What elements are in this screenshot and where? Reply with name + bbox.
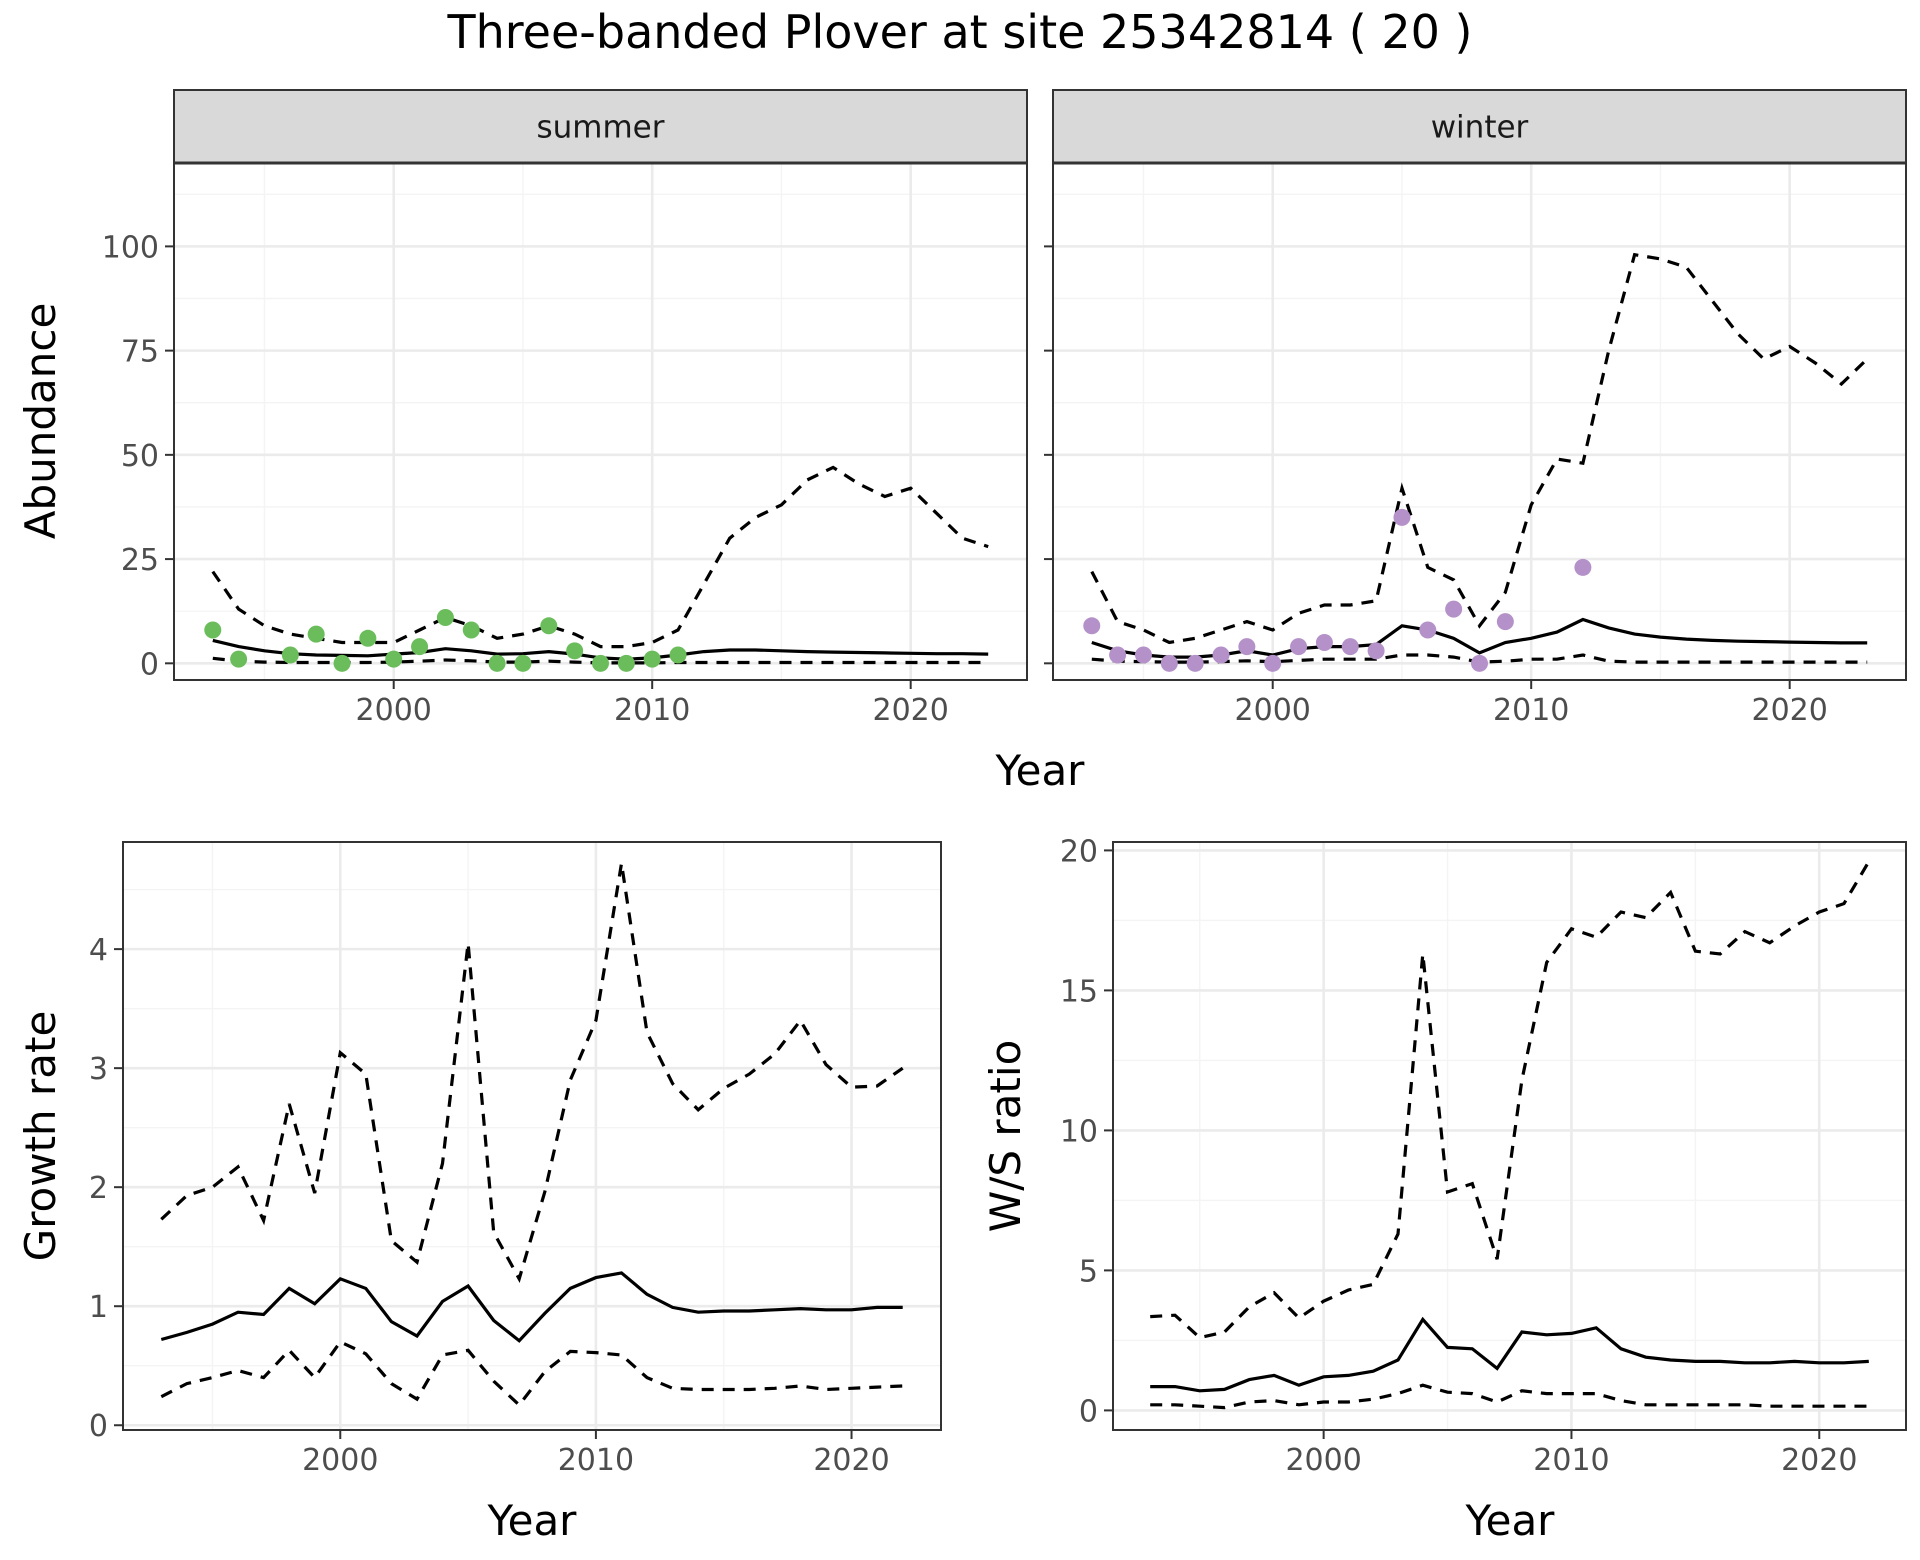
series-upper-line <box>1150 860 1871 1340</box>
observed-point <box>462 621 480 639</box>
series-estimate-line <box>1150 1316 1869 1393</box>
y-axis-title-ratio: W/S ratio <box>981 1040 1030 1233</box>
observed-point <box>359 629 377 647</box>
x-tick-label: 2000 <box>302 1443 378 1478</box>
observed-point <box>1315 633 1333 651</box>
x-tick-label: 2010 <box>1533 1443 1609 1478</box>
observed-point <box>1367 642 1385 660</box>
series-estimate-line <box>160 1271 903 1343</box>
x-axis-title-top: Year <box>995 746 1086 795</box>
observed-point <box>488 654 506 672</box>
figure-title: Three-banded Plover at site 25342814 ( 2… <box>447 5 1473 59</box>
observed-point <box>1419 621 1437 639</box>
y-tick-label: 25 <box>121 543 159 578</box>
observed-point <box>1134 646 1152 664</box>
series-upper-line <box>211 465 989 649</box>
observed-point <box>281 646 299 664</box>
observed-point <box>333 654 351 672</box>
observed-point <box>1574 558 1592 576</box>
observed-point <box>1496 613 1514 631</box>
observed-point <box>540 617 558 635</box>
x-tick-label: 2020 <box>813 1443 889 1478</box>
observed-point <box>1393 508 1411 526</box>
facet-strip <box>173 89 1028 164</box>
y-tick-label: 2 <box>89 1171 108 1206</box>
observed-point <box>1290 638 1308 656</box>
x-tick-label: 2010 <box>614 693 690 728</box>
observed-point <box>385 650 403 668</box>
y-axis-title-abundance: Abundance <box>16 303 65 540</box>
x-tick-label: 2010 <box>1493 693 1569 728</box>
observed-point <box>1264 654 1282 672</box>
observed-point <box>1186 654 1204 672</box>
observed-point <box>307 625 325 643</box>
observed-point <box>1238 638 1256 656</box>
observed-point <box>411 638 429 656</box>
observed-point <box>1083 617 1101 635</box>
y-axis-title-growth: Growth rate <box>16 1011 65 1262</box>
x-tick-label: 2020 <box>1781 1443 1857 1478</box>
observed-point <box>1212 646 1230 664</box>
y-tick-label: 15 <box>1060 974 1098 1009</box>
observed-point <box>514 654 532 672</box>
observed-point <box>669 646 687 664</box>
observed-point <box>1160 654 1178 672</box>
x-tick-label: 2000 <box>1285 1443 1361 1478</box>
observed-point <box>643 650 661 668</box>
panel-background <box>1113 842 1906 1430</box>
y-tick-label: 20 <box>1060 834 1098 869</box>
series-upper-line <box>160 863 904 1283</box>
y-tick-label: 0 <box>140 647 159 682</box>
observed-point <box>1109 646 1127 664</box>
y-tick-label: 75 <box>121 335 159 370</box>
x-tick-label: 2000 <box>356 693 432 728</box>
facet-label-winter: winter <box>1431 110 1529 146</box>
x-tick-label: 2010 <box>558 1443 634 1478</box>
panel-background <box>123 842 941 1430</box>
y-tick-label: 3 <box>89 1052 108 1087</box>
x-axis-title-ratio: Year <box>1465 1496 1556 1545</box>
observed-point <box>1445 600 1463 618</box>
observed-point <box>204 621 222 639</box>
y-tick-label: 10 <box>1060 1114 1098 1149</box>
observed-point <box>1341 638 1359 656</box>
panel-background <box>1053 163 1906 680</box>
y-tick-label: 100 <box>102 230 159 265</box>
panel-winter: winter 2000 2010 2020 <box>1044 89 1907 728</box>
panel-border <box>122 841 942 1431</box>
panel-plot-3: 2000 2010 2020 0 5 10 15 20 <box>1060 834 1907 1478</box>
x-tick-label: 2000 <box>1235 693 1311 728</box>
facet-strip <box>1052 89 1907 164</box>
observed-point <box>230 650 248 668</box>
observed-point <box>617 654 635 672</box>
y-tick-label: 0 <box>1079 1394 1098 1429</box>
observed-point <box>592 654 609 672</box>
observed-point <box>1471 654 1488 672</box>
y-tick-label: 50 <box>121 439 159 474</box>
series-lower-line <box>1150 1383 1869 1410</box>
y-tick-label: 1 <box>89 1290 108 1325</box>
y-tick-label: 0 <box>89 1409 108 1444</box>
series-upper-line <box>1090 252 1869 645</box>
panel-plot-2: 2000 2010 2020 0 1 2 3 4 <box>89 841 942 1478</box>
panel-background <box>174 163 1027 680</box>
observed-point <box>436 608 454 626</box>
y-tick-label: 5 <box>1079 1254 1098 1289</box>
x-tick-label: 2020 <box>873 693 949 728</box>
y-tick-label: 4 <box>89 933 108 968</box>
facet-label-summer: summer <box>536 110 664 146</box>
observed-point <box>566 642 584 660</box>
panel-border <box>1112 841 1907 1431</box>
panel-summer: summer 2000 2010 2020 0 25 50 75 100 <box>102 89 1028 728</box>
x-tick-label: 2020 <box>1752 693 1828 728</box>
x-axis-title-growth: Year <box>487 1496 578 1545</box>
